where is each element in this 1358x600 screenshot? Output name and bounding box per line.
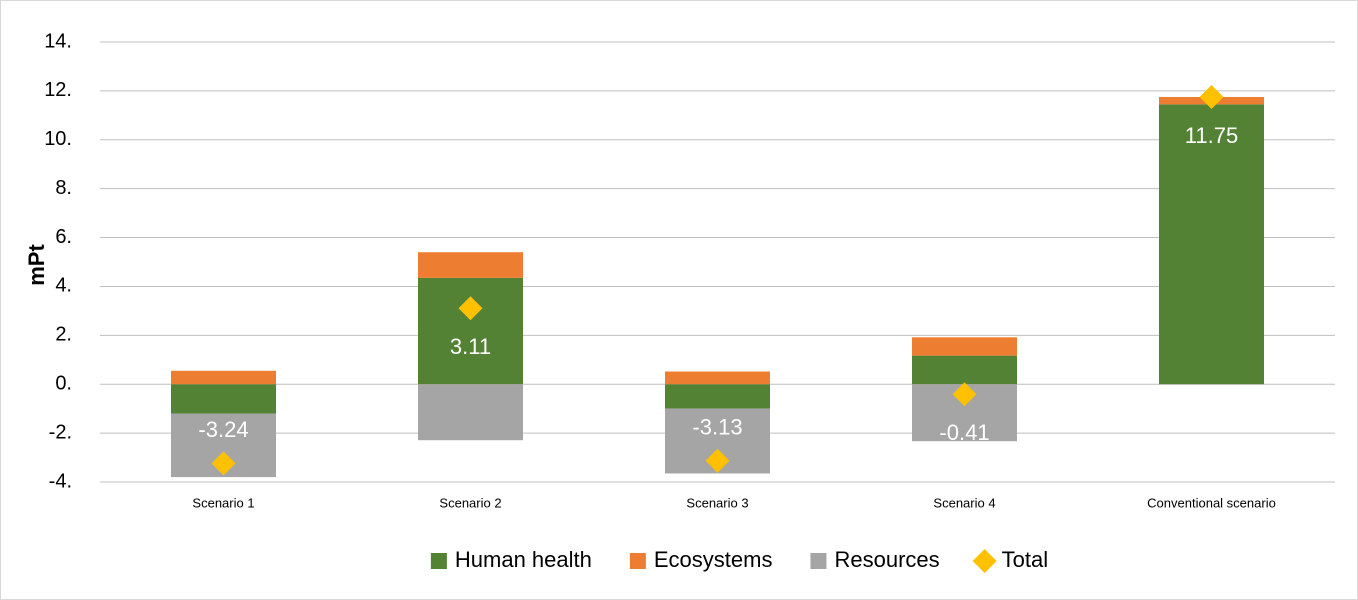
legend-label: Total <box>1002 547 1048 572</box>
bar-segment <box>665 384 770 409</box>
bar-segment <box>171 384 276 414</box>
y-tick-label: 2. <box>55 324 72 346</box>
total-marker <box>952 382 977 407</box>
legend-marker <box>972 549 997 573</box>
legend-label: Ecosystems <box>654 547 773 572</box>
data-label: -3.13 <box>692 415 742 440</box>
legend-swatch <box>629 553 646 569</box>
bar-segment <box>665 371 770 385</box>
bar-segment <box>912 355 1017 385</box>
y-tick-label: 4. <box>55 275 72 297</box>
legend-swatch <box>430 553 447 569</box>
x-tick-label: Scenario 4 <box>933 495 995 510</box>
data-label: 3.11 <box>450 334 491 359</box>
total-marker <box>705 448 730 473</box>
data-label: -3.24 <box>198 417 248 442</box>
x-tick-label: Conventional scenario <box>1147 495 1276 510</box>
y-tick-label: 6. <box>55 226 72 248</box>
y-tick-label: 10. <box>44 128 72 150</box>
y-axis-label: mPt <box>24 244 49 286</box>
bar-segment <box>418 277 523 385</box>
bar-segment <box>1159 104 1264 385</box>
data-label: -0.41 <box>939 420 989 445</box>
legend-label: Human health <box>455 547 592 572</box>
bar-segment <box>912 337 1017 356</box>
total-marker <box>211 451 236 476</box>
y-tick-label: -4. <box>49 470 72 492</box>
bar-segment <box>418 384 523 441</box>
bar-segment <box>418 252 523 278</box>
total-marker <box>458 296 483 321</box>
x-tick-label: Scenario 1 <box>192 495 254 510</box>
y-tick-label: -2. <box>49 421 72 443</box>
y-tick-label: 8. <box>55 177 72 199</box>
bar-segment <box>171 370 276 385</box>
y-tick-label: 12. <box>44 79 72 101</box>
data-label: 11.75 <box>1185 123 1238 148</box>
legend-swatch <box>810 553 827 569</box>
x-tick-label: Scenario 3 <box>686 495 748 510</box>
total-marker <box>1199 85 1224 109</box>
y-tick-label: 14. <box>44 30 72 52</box>
y-tick-label: 0. <box>55 373 72 395</box>
x-tick-label: Scenario 2 <box>439 495 501 510</box>
legend-label: Resources <box>834 547 939 572</box>
